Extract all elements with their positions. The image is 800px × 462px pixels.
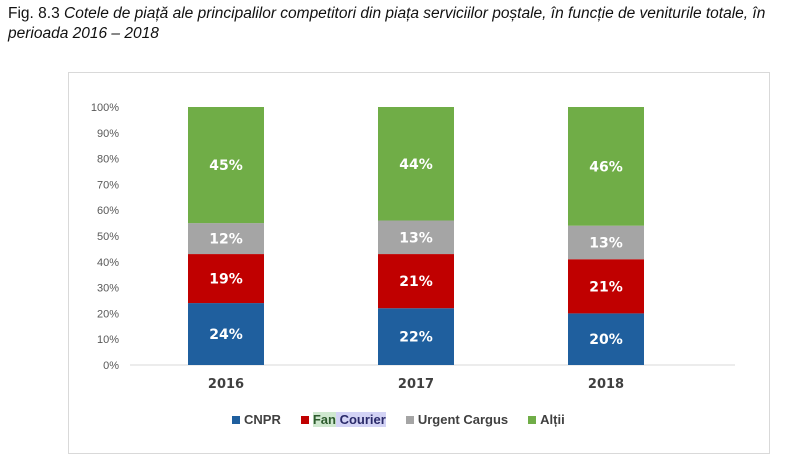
y-tick-label: 60% xyxy=(97,205,119,217)
legend-label-space xyxy=(335,412,340,427)
bar-segment xyxy=(378,308,454,365)
bar-segment xyxy=(568,313,644,365)
x-tick-label: 2016 xyxy=(208,377,244,392)
legend: CNPR Fan Courier Urgent Cargus Alții xyxy=(232,412,565,427)
y-tick-label: 70% xyxy=(97,179,119,191)
data-label: 44% xyxy=(399,157,433,173)
y-tick-label: 20% xyxy=(97,308,119,320)
bar-segment xyxy=(378,220,454,255)
y-tick-label: 50% xyxy=(97,231,119,243)
legend-item-altii: Alții xyxy=(528,412,565,427)
bar-segment xyxy=(568,107,644,226)
legend-label: CNPR xyxy=(244,412,281,427)
bar-segment xyxy=(378,107,454,221)
bar-segment xyxy=(568,259,644,314)
bar-segment xyxy=(568,225,644,260)
y-tick-label: 90% xyxy=(97,128,119,140)
figure-number: Fig. 8.3 xyxy=(8,5,60,22)
figure-caption: Cotele de piață ale principalilor compet… xyxy=(8,5,766,42)
bar-segment xyxy=(188,254,264,304)
data-label: 46% xyxy=(589,159,623,175)
legend-item-urgent-cargus: Urgent Cargus xyxy=(405,412,509,427)
y-tick-label: 30% xyxy=(97,283,119,295)
legend-item-cnpr: CNPR xyxy=(232,412,281,427)
y-tick-label: 0% xyxy=(103,360,119,372)
legend-label: Courier xyxy=(339,412,386,427)
figure-title: Fig. 8.3 Cotele de piață ale principalil… xyxy=(8,4,798,44)
legend-swatch xyxy=(405,415,414,424)
bar-segment xyxy=(188,107,264,224)
data-label: 13% xyxy=(589,235,623,251)
bar-segment xyxy=(188,303,264,365)
x-tick-label: 2018 xyxy=(588,377,624,392)
data-label: 13% xyxy=(399,230,433,246)
y-tick-label: 10% xyxy=(97,334,119,346)
legend-swatch xyxy=(232,415,240,424)
data-label: 21% xyxy=(589,279,623,295)
y-tick-label: 100% xyxy=(91,102,119,114)
legend-swatch xyxy=(528,415,537,424)
data-label: 45% xyxy=(209,158,243,174)
data-label: 20% xyxy=(589,332,623,348)
legend-label: Alții xyxy=(540,412,565,427)
y-tick-label: 40% xyxy=(97,257,119,269)
bar-segment xyxy=(188,223,264,255)
legend-label: Urgent Cargus xyxy=(417,412,509,427)
y-tick-label: 80% xyxy=(97,154,119,166)
x-tick-label: 2017 xyxy=(398,377,434,392)
data-label: 19% xyxy=(209,272,243,288)
data-label: 21% xyxy=(399,274,433,290)
data-label: 24% xyxy=(209,327,243,343)
chart-frame xyxy=(68,72,770,454)
legend-swatch xyxy=(300,415,309,424)
bar-segment xyxy=(378,254,454,309)
data-label: 12% xyxy=(209,232,243,248)
legend-item-fan-courier: Fan Courier xyxy=(300,412,386,427)
data-label: 22% xyxy=(399,330,433,346)
legend-label: Fan xyxy=(312,412,336,427)
